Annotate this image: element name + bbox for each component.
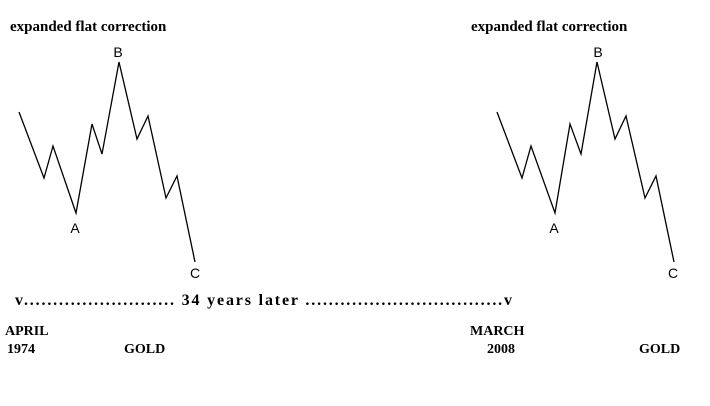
wave-label: C (668, 265, 678, 281)
left-wave (18, 61, 196, 263)
market: GOLD (124, 342, 165, 357)
left-title: expanded flat correction (10, 19, 167, 35)
wave-label: A (549, 220, 559, 236)
wave-label: B (593, 44, 602, 60)
right-wave (496, 61, 675, 263)
wave-label: C (190, 265, 200, 281)
month: APRIL (5, 324, 49, 339)
year: 2008 (487, 342, 515, 357)
wave-label: A (70, 220, 80, 236)
year: 1974 (7, 342, 35, 357)
right-title: expanded flat correction (471, 19, 628, 35)
wave-label: B (113, 44, 122, 60)
month: MARCH (470, 324, 525, 339)
market: GOLD (639, 342, 680, 357)
